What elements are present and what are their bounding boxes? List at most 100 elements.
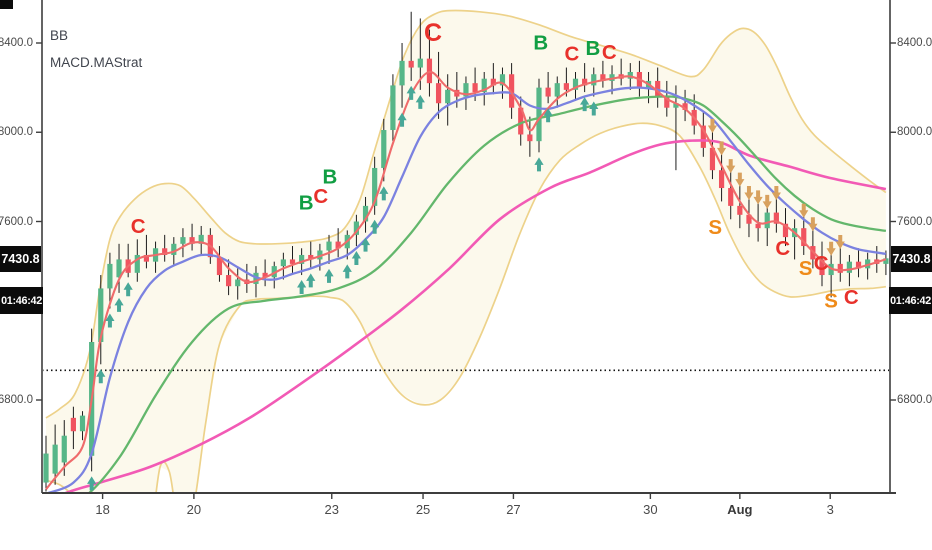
candle-up — [883, 258, 889, 264]
down-arrow-icon — [726, 159, 736, 174]
candle-up — [134, 254, 140, 273]
candle-up — [627, 72, 633, 79]
countdown-badge-left: 01:46:42 — [0, 287, 43, 315]
candle-up — [381, 130, 387, 168]
x-axis-label: 30 — [643, 502, 658, 517]
candle-down — [709, 147, 716, 171]
y-axis-label: 8000.0 — [897, 126, 932, 139]
down-arrow-icon — [707, 119, 718, 134]
bollinger-lower-band — [45, 122, 886, 492]
down-arrow-icon — [799, 203, 809, 218]
y-axis-label: 7600.0 — [897, 215, 932, 228]
up-arrow-icon — [370, 219, 380, 234]
marker-buy: B — [323, 165, 338, 188]
x-axis-label: Aug — [727, 502, 753, 517]
candle-up — [79, 415, 86, 432]
candle-up — [445, 89, 451, 104]
candle-up — [536, 87, 542, 142]
candle-up — [180, 237, 186, 244]
up-arrow-icon — [114, 297, 124, 312]
candle-up — [399, 60, 405, 86]
candle-up — [362, 205, 369, 222]
candle-down — [682, 103, 688, 110]
marker-close: C — [564, 43, 579, 66]
ma-mid-blue-line — [47, 86, 887, 492]
ma-slow-green-line — [88, 95, 887, 492]
ma-fast-red-line — [45, 70, 887, 490]
down-arrow-icon — [835, 235, 845, 250]
x-axis-label: 27 — [506, 502, 521, 517]
candle-down — [490, 78, 496, 86]
candle-up — [317, 250, 323, 260]
up-arrow-icon — [324, 268, 334, 283]
candle-up — [107, 263, 113, 289]
down-arrow-icon — [808, 217, 818, 232]
up-arrow-icon — [543, 108, 553, 123]
bollinger-upper-band — [45, 9, 887, 419]
last-price-badge-left: 7430.8 — [0, 246, 41, 273]
y-axis-label: 7600.0 — [0, 215, 33, 228]
x-axis-label: 25 — [415, 502, 431, 517]
candle-down — [518, 107, 524, 135]
candle-up — [372, 167, 378, 206]
marker-sell: S — [708, 216, 722, 239]
up-arrow-icon — [342, 264, 352, 279]
up-arrow-icon — [406, 85, 416, 100]
up-arrow-icon — [96, 369, 106, 384]
candle-up — [417, 58, 423, 68]
marker-buy: B — [299, 191, 314, 214]
candle-down — [225, 275, 232, 287]
candle-down — [700, 125, 706, 148]
up-arrow-icon — [306, 273, 316, 288]
y-axis-label: 8400.0 — [897, 37, 932, 49]
down-arrow-icon — [762, 194, 772, 209]
up-arrow-icon — [580, 97, 590, 112]
candle-down — [773, 212, 779, 224]
candle-down — [335, 241, 341, 249]
down-arrow-icon — [771, 185, 781, 200]
candle-up — [591, 74, 597, 86]
marker-sell: S — [799, 257, 813, 280]
candle-down — [408, 60, 414, 68]
candle-down — [664, 96, 670, 108]
candle-up — [499, 74, 506, 86]
candle-down — [855, 261, 862, 269]
candle-up — [171, 243, 177, 255]
candle-down — [435, 83, 442, 104]
down-arrow-icon — [744, 185, 754, 200]
up-arrow-icon — [360, 237, 371, 252]
candle-up — [98, 288, 104, 342]
indicator-label-strategy[interactable]: MACD.MAStrat — [50, 55, 143, 70]
indicator-label-bb[interactable]: BB — [50, 28, 69, 43]
candle-down — [509, 74, 515, 108]
candle-up — [764, 212, 770, 229]
up-arrow-icon — [415, 94, 425, 109]
candle-up — [116, 259, 122, 278]
y-axis-label: 6800.0 — [897, 394, 932, 406]
candle-down — [801, 228, 807, 247]
time-scale[interactable]: 18 20 23 25 27 30 Aug 3 — [0, 493, 932, 550]
price-scale-left[interactable]: 8400.0 8000.0 7600.0 6800.0 — [0, 0, 42, 493]
candle-up — [326, 241, 332, 251]
candle-up — [609, 74, 615, 81]
x-axis-label: 23 — [324, 502, 339, 517]
candle-up — [61, 435, 67, 463]
y-axis-label: 6800.0 — [0, 394, 33, 406]
candle-down — [189, 237, 195, 244]
candle-up — [280, 259, 286, 267]
candle-up — [572, 78, 579, 90]
marker-close: C — [313, 185, 328, 208]
candle-down — [755, 223, 761, 229]
candle-up — [52, 444, 58, 474]
y-axis-label: 8400.0 — [0, 37, 33, 49]
marker-close: C — [844, 286, 859, 309]
up-arrow-icon — [297, 280, 307, 295]
price-scale-right[interactable]: 8400.0 8000.0 7600.0 6800.0 — [890, 0, 932, 493]
up-arrow-icon — [87, 476, 97, 491]
candle-up — [481, 78, 487, 93]
down-arrow-icon — [716, 141, 727, 156]
